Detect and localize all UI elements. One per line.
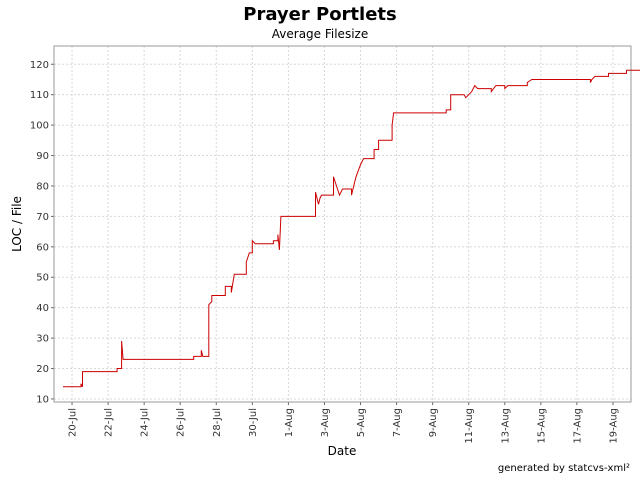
y-tick-label: 110 (30, 90, 49, 101)
x-tick-label: 30-Jul (248, 408, 259, 437)
x-tick-label: 13-Aug (500, 408, 511, 444)
y-axis-label: LOC / File (10, 196, 24, 252)
x-tick-label: 22-Jul (104, 408, 115, 437)
y-axis-ticks: 10 20 30 40 50 60 70 80 90 100 110 120 (30, 60, 54, 405)
y-tick-label: 10 (36, 394, 49, 405)
y-tick-label: 40 (36, 303, 49, 314)
x-tick-label: 15-Aug (536, 408, 547, 444)
x-axis-label: Date (328, 444, 357, 458)
x-tick-label: 3-Aug (320, 408, 331, 437)
plot-area (53, 45, 632, 403)
y-tick-label: 50 (36, 273, 49, 284)
x-tick-label: 1-Aug (284, 408, 295, 437)
x-tick-label: 28-Jul (212, 408, 223, 437)
series-group (63, 69, 640, 388)
y-tick-label: 60 (36, 242, 49, 253)
x-tick-label: 5-Aug (356, 408, 367, 437)
chart-title: Prayer Portlets (243, 4, 397, 25)
chart-subtitle: Average Filesize (271, 27, 369, 41)
y-tick-label: 30 (36, 334, 49, 345)
x-tick-label: 11-Aug (464, 408, 475, 444)
x-tick-label: 20-Jul (68, 408, 79, 437)
y-tick-label: 20 (36, 364, 49, 375)
y-tick-label: 80 (36, 181, 49, 192)
footer-credit: generated by statcvs-xml² (497, 463, 630, 474)
x-axis-ticks: 20-Jul 22-Jul 24-Jul 26-Jul 28-Jul 30-Jul 1-Au… (68, 402, 619, 444)
x-tick-label: 19-Aug (608, 408, 619, 444)
series-line (63, 69, 640, 388)
x-tick-label: 26-Jul (176, 408, 187, 437)
x-tick-label: 7-Aug (392, 408, 403, 437)
y-tick-label: 70 (36, 212, 49, 223)
y-tick-label: 120 (30, 60, 49, 71)
y-tick-label: 100 (30, 121, 49, 132)
x-tick-label: 24-Jul (140, 408, 151, 437)
y-tick-label: 90 (36, 151, 49, 162)
x-tick-label: 9-Aug (428, 408, 439, 437)
grid (54, 46, 631, 402)
x-tick-label: 17-Aug (572, 408, 583, 444)
